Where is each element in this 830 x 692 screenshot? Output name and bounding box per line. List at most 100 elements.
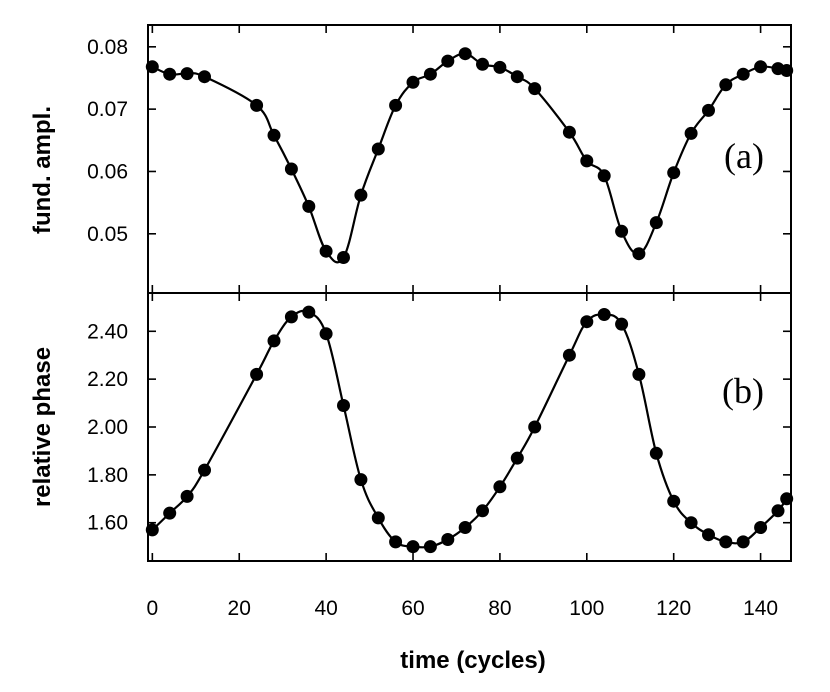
x-tick-label: 140 (743, 597, 778, 620)
data-point (337, 399, 350, 412)
data-point (458, 47, 472, 61)
data-point (389, 98, 403, 112)
x-tick-label: 120 (656, 597, 691, 620)
data-point (406, 75, 420, 89)
panel-b-ylabel: relative phase (29, 347, 56, 507)
data-point (284, 310, 298, 324)
data-point (684, 516, 698, 530)
data-point (354, 188, 368, 202)
panel-b-series (151, 309, 788, 549)
panel-a-ylabel: fund. ampl. (29, 106, 56, 234)
y-tick-label: 2.20 (87, 368, 128, 391)
x-tick-label: 40 (314, 597, 337, 620)
data-point (632, 247, 646, 261)
data-point (406, 540, 420, 554)
data-point (302, 305, 316, 319)
data-point (476, 57, 489, 71)
data-point (528, 420, 542, 434)
data-point (719, 78, 733, 92)
data-point (771, 504, 785, 518)
data-point (493, 480, 507, 494)
data-point (649, 216, 663, 230)
data-point (754, 521, 768, 534)
data-point (354, 473, 368, 487)
data-point (371, 142, 385, 156)
data-point (441, 533, 455, 546)
data-point (649, 446, 663, 460)
data-point (667, 494, 681, 508)
data-point (702, 528, 715, 542)
data-point (441, 54, 455, 68)
x-tick-label: 100 (569, 597, 604, 620)
x-tick-label: 60 (401, 597, 424, 620)
data-point (319, 327, 333, 341)
data-point (302, 199, 316, 213)
data-point (476, 504, 489, 518)
data-point (337, 251, 350, 264)
data-point (580, 154, 594, 168)
data-point (597, 308, 611, 321)
data-point (780, 64, 794, 77)
data-point (145, 523, 159, 537)
data-point (163, 506, 177, 520)
data-point (250, 367, 264, 381)
data-point (562, 125, 576, 139)
x-tick-label: 20 (228, 597, 251, 620)
data-point (684, 126, 698, 140)
data-point (528, 82, 542, 96)
data-point (736, 535, 750, 549)
panel-a-amplitude: 0.05 0.06 0.07 0.08 (a) fund. ampl. (29, 24, 794, 294)
data-point (615, 317, 629, 331)
series-line (151, 52, 787, 264)
panel-b-phase: 0 20 40 60 80 100 120 140 1.60 1.80 2.00 2.20 2.40 (… (29, 292, 794, 620)
y-tick-label: 1.60 (87, 512, 128, 535)
panel-a-markers (145, 47, 794, 264)
panel-b-label: (b) (722, 371, 764, 411)
x-tick-label: 0 (147, 597, 159, 620)
panel-a-ticks: 0.05 0.06 0.07 0.08 (87, 25, 791, 293)
data-point (423, 540, 437, 554)
data-point (284, 162, 298, 176)
data-point (562, 348, 576, 362)
data-point (180, 489, 194, 503)
panel-b-markers (145, 305, 794, 554)
data-point (615, 224, 629, 238)
data-point (389, 535, 403, 549)
data-point (423, 67, 437, 81)
data-point (267, 334, 281, 348)
panel-a-frame (147, 24, 792, 294)
panel-a-series (151, 52, 787, 264)
data-point (319, 244, 333, 258)
data-point (702, 103, 715, 117)
data-point (371, 511, 385, 525)
y-tick-label: 0.07 (87, 98, 128, 121)
y-tick-label: 0.05 (87, 223, 128, 246)
y-tick-label: 0.06 (87, 160, 128, 183)
data-point (780, 492, 794, 506)
y-tick-label: 1.80 (87, 464, 128, 487)
series-line (151, 309, 788, 549)
data-point (667, 166, 681, 180)
y-tick-label: 2.40 (87, 320, 128, 343)
data-point (180, 67, 194, 81)
data-point (510, 451, 524, 465)
data-point (736, 67, 750, 81)
y-tick-label: 0.08 (87, 36, 128, 59)
panel-a-label: (a) (724, 136, 764, 176)
data-point (493, 60, 507, 74)
y-tick-label: 2.00 (87, 416, 128, 439)
data-point (458, 521, 472, 534)
data-point (580, 315, 594, 329)
data-point (754, 60, 768, 74)
data-point (632, 367, 646, 381)
data-point (250, 98, 264, 112)
data-point (510, 70, 524, 84)
x-tick-label: 80 (488, 597, 511, 620)
data-point (198, 70, 211, 84)
x-axis-label: time (cycles) (400, 647, 545, 674)
data-point (163, 67, 177, 81)
data-point (719, 535, 733, 549)
panel-b-ticks: 0 20 40 60 80 100 120 140 1.60 1.80 2.00 2.20 2.40 (87, 293, 791, 620)
data-point (198, 463, 211, 477)
